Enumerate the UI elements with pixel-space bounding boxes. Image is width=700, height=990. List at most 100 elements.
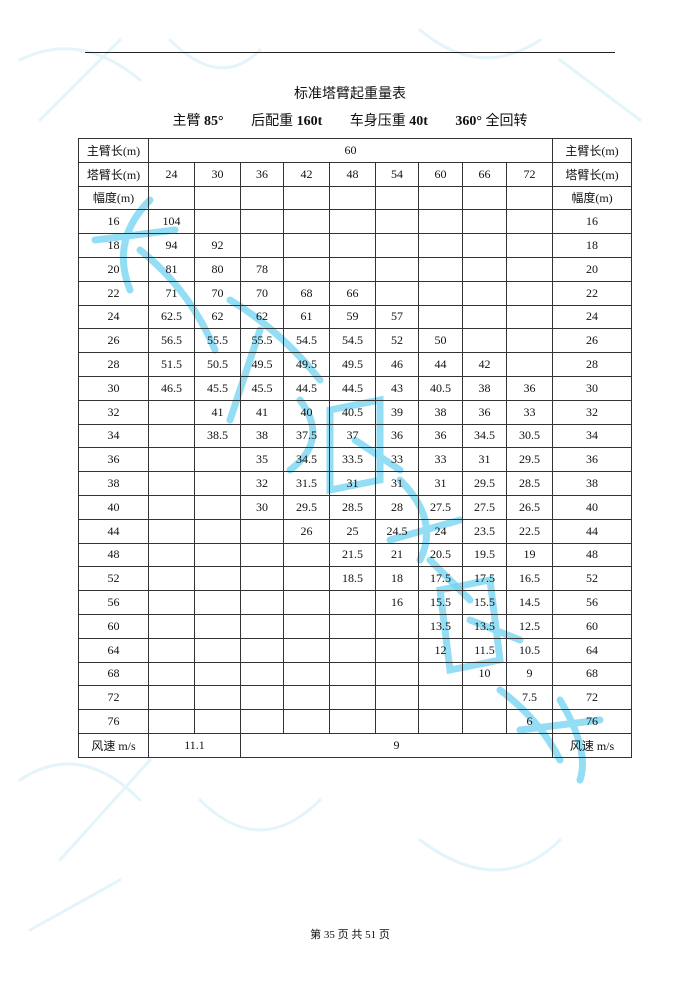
spec-rotation-value: 360° <box>455 114 483 129</box>
table-row: 28 51.5 50.5 49.5 49.5 49.5 46 44 42 28 <box>78 352 632 377</box>
tower-boom-length: 54 <box>375 161 419 187</box>
capacity-cell <box>194 447 241 473</box>
capacity-cell: 46 <box>375 352 419 377</box>
capacity-cell <box>148 685 195 711</box>
tower-boom-length: 66 <box>462 161 507 187</box>
capacity-cell: 38 <box>418 399 463 425</box>
capacity-cell: 36 <box>506 375 553 401</box>
capacity-cell <box>148 447 195 473</box>
capacity-cell <box>506 233 553 258</box>
capacity-cell <box>329 637 376 663</box>
tower-boom-label-right: 塔臂长(m) <box>552 161 632 187</box>
radius-value-right: 48 <box>552 542 632 568</box>
tower-boom-length: 42 <box>283 161 330 187</box>
capacity-cell <box>194 613 241 639</box>
capacity-cell: 12 <box>418 637 463 663</box>
capacity-cell: 20.5 <box>418 542 463 568</box>
table-row: 68 10 9 68 <box>78 661 632 687</box>
spec-line: 主臂 85° 后配重 160t 车身压重 40t 360° 全回转 <box>0 110 700 130</box>
capacity-cell: 39 <box>375 399 419 425</box>
capacity-cell <box>375 637 419 663</box>
load-chart-table: 主臂长(m) 60 主臂长(m) 塔臂长(m) 24 30 36 42 48 54 60 66… <box>78 138 632 758</box>
capacity-cell: 49.5 <box>283 352 330 377</box>
table-row: 24 62.5 62 62 61 59 57 24 <box>78 304 632 330</box>
capacity-cell <box>462 233 507 258</box>
radius-value-right: 72 <box>552 685 632 711</box>
capacity-cell: 61 <box>283 304 330 330</box>
capacity-cell: 68 <box>283 280 330 306</box>
capacity-cell: 31 <box>329 471 376 496</box>
capacity-cell: 40.5 <box>329 399 376 425</box>
capacity-cell: 10 <box>462 661 507 687</box>
capacity-cell <box>194 661 241 687</box>
capacity-cell <box>283 709 330 734</box>
capacity-cell: 36 <box>375 423 419 449</box>
spec-body-weight-label: 车身压重 <box>349 114 410 129</box>
capacity-cell <box>148 542 195 568</box>
spec-main-boom: 主臂 85° <box>172 114 223 129</box>
tower-boom-length: 48 <box>329 161 376 187</box>
empty-cell <box>329 185 376 211</box>
capacity-cell: 22.5 <box>506 518 553 544</box>
capacity-cell: 40 <box>283 399 330 425</box>
capacity-cell: 42 <box>462 352 507 377</box>
capacity-cell: 28.5 <box>506 471 553 496</box>
tower-boom-length: 24 <box>148 161 195 187</box>
table-row: 38 32 31.5 31 31 31 29.5 28.5 38 <box>78 471 632 496</box>
capacity-cell: 12.5 <box>506 613 553 639</box>
radius-value: 20 <box>78 256 149 282</box>
capacity-cell <box>418 280 463 306</box>
capacity-cell: 31 <box>418 471 463 496</box>
capacity-cell <box>148 566 195 592</box>
capacity-cell <box>194 471 241 496</box>
radius-label: 幅度(m) <box>78 185 149 211</box>
radius-value-right: 44 <box>552 518 632 544</box>
empty-cell <box>506 185 553 211</box>
radius-value-right: 16 <box>552 209 632 235</box>
capacity-cell: 62.5 <box>148 304 195 330</box>
radius-value: 56 <box>78 590 149 615</box>
radius-value-right: 18 <box>552 233 632 258</box>
capacity-cell: 49.5 <box>329 352 376 377</box>
table-row: 34 38.5 38 37.5 37 36 36 34.5 30.5 34 <box>78 423 632 449</box>
capacity-cell <box>506 256 553 282</box>
capacity-cell <box>418 685 463 711</box>
capacity-cell: 50.5 <box>194 352 241 377</box>
radius-value: 64 <box>78 637 149 663</box>
capacity-cell: 27.5 <box>462 494 507 520</box>
radius-value: 76 <box>78 709 149 734</box>
table-row: 64 12 11.5 10.5 64 <box>78 637 632 663</box>
capacity-cell <box>283 233 330 258</box>
capacity-cell: 16 <box>375 590 419 615</box>
radius-value: 34 <box>78 423 149 449</box>
capacity-cell: 43 <box>375 375 419 401</box>
wind-speed-label-right: 风速 m/s <box>552 732 632 758</box>
radius-value: 68 <box>78 661 149 687</box>
radius-value: 44 <box>78 518 149 544</box>
radius-value: 38 <box>78 471 149 496</box>
capacity-cell: 44 <box>418 352 463 377</box>
radius-value: 72 <box>78 685 149 711</box>
capacity-cell <box>283 685 330 711</box>
capacity-cell: 59 <box>329 304 376 330</box>
capacity-cell: 41 <box>240 399 284 425</box>
radius-value-right: 40 <box>552 494 632 520</box>
capacity-cell: 17.5 <box>462 566 507 592</box>
capacity-cell: 29.5 <box>462 471 507 496</box>
capacity-cell: 28.5 <box>329 494 376 520</box>
tower-boom-label: 塔臂长(m) <box>78 161 149 187</box>
capacity-cell <box>240 637 284 663</box>
empty-cell <box>375 185 419 211</box>
radius-value: 32 <box>78 399 149 425</box>
table-row: 60 13.5 13.5 12.5 60 <box>78 613 632 639</box>
capacity-cell: 26.5 <box>506 494 553 520</box>
wind-speed-row: 风速 m/s 11.1 9 风速 m/s <box>78 732 632 758</box>
capacity-cell: 25 <box>329 518 376 544</box>
capacity-cell: 71 <box>148 280 195 306</box>
table-row: 22 71 70 70 68 66 22 <box>78 280 632 306</box>
capacity-cell <box>148 518 195 544</box>
capacity-cell <box>418 304 463 330</box>
capacity-cell: 70 <box>194 280 241 306</box>
capacity-cell: 78 <box>240 256 284 282</box>
capacity-cell: 55.5 <box>194 328 241 354</box>
